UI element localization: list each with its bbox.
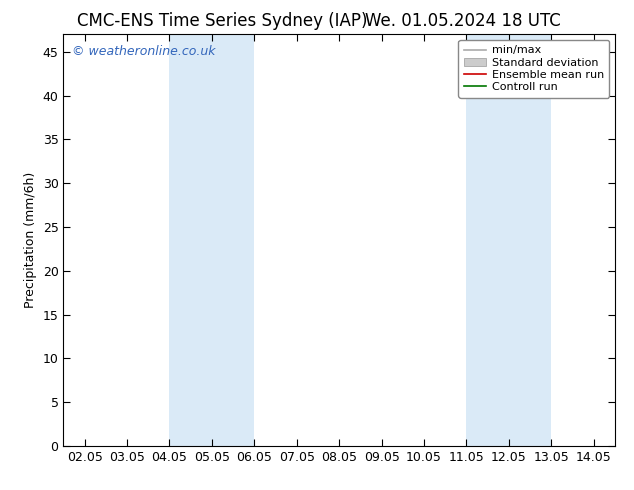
Legend: min/max, Standard deviation, Ensemble mean run, Controll run: min/max, Standard deviation, Ensemble me… [458, 40, 609, 98]
Text: © weatheronline.co.uk: © weatheronline.co.uk [72, 45, 215, 58]
Y-axis label: Precipitation (mm/6h): Precipitation (mm/6h) [24, 172, 37, 308]
Bar [169, 34, 254, 446]
Text: CMC-ENS Time Series Sydney (IAP): CMC-ENS Time Series Sydney (IAP) [77, 12, 367, 30]
Text: We. 01.05.2024 18 UTC: We. 01.05.2024 18 UTC [365, 12, 560, 30]
Bar [467, 34, 552, 446]
